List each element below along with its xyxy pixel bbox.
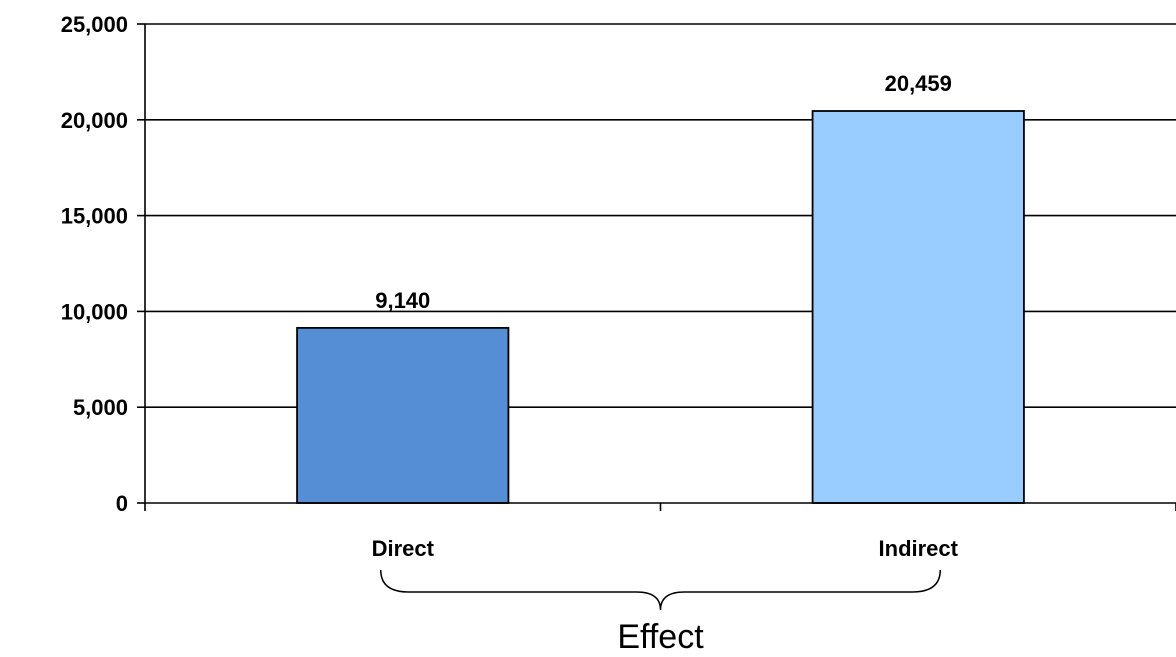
y-tick-label: 5,000 bbox=[73, 395, 128, 420]
axes bbox=[137, 23, 1176, 511]
x-axis-title: Effect bbox=[617, 618, 704, 656]
y-tick-label: 15,000 bbox=[61, 204, 128, 229]
category-label: Direct bbox=[372, 536, 435, 561]
data-label: 20,459 bbox=[885, 71, 952, 96]
y-tick-label: 25,000 bbox=[61, 12, 128, 37]
data-label: 9,140 bbox=[375, 288, 430, 313]
y-tick-label: 0 bbox=[116, 491, 128, 516]
data-labels: 9,140 20,459 bbox=[375, 71, 952, 313]
bar-indirect bbox=[811, 110, 1025, 504]
category-labels: Direct Indirect bbox=[372, 536, 959, 561]
y-tick-label: 20,000 bbox=[61, 108, 128, 133]
y-tick-labels: 0 5,000 10,000 15,000 20,000 25,000 bbox=[61, 12, 128, 516]
bars bbox=[296, 110, 1025, 504]
y-tick-label: 10,000 bbox=[61, 299, 128, 324]
category-brace bbox=[380, 569, 941, 611]
bar-direct bbox=[296, 326, 510, 504]
category-label: Indirect bbox=[879, 536, 959, 561]
